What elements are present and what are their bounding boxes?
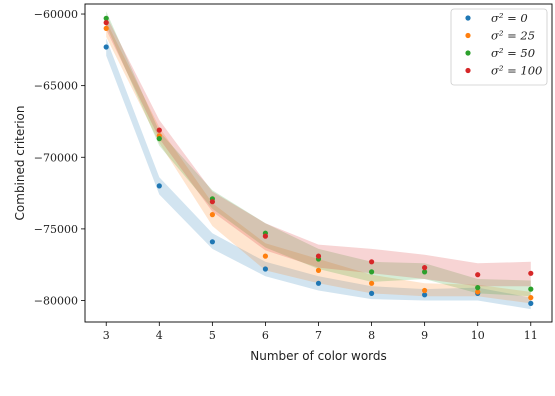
point-series-2-x4 <box>156 136 162 142</box>
y-axis-ticks: −60000 −65000 −70000 −75000 −80000 <box>34 8 85 308</box>
point-series-1-x10 <box>475 289 481 295</box>
point-series-1-x3 <box>103 25 109 31</box>
point-series-1-x5 <box>209 212 215 218</box>
legend-marker-3 <box>465 67 471 74</box>
point-series-3-x9 <box>422 265 428 271</box>
point-series-3-x7 <box>315 253 322 259</box>
x-tick-label: 3 <box>103 329 110 342</box>
point-series-0-x7 <box>315 280 322 286</box>
legend-label-1: σ² = 25 <box>491 29 535 43</box>
legend-box <box>450 8 548 86</box>
point-series-0-x8 <box>369 290 375 296</box>
x-tick-label: 10 <box>471 329 485 342</box>
point-series-1-x6 <box>262 253 268 259</box>
point-series-3-x11 <box>528 270 534 276</box>
data-points <box>103 15 534 306</box>
point-series-2-x9 <box>422 269 428 275</box>
x-tick-label: 4 <box>156 329 163 342</box>
x-axis-label: Number of color words <box>250 349 387 363</box>
point-series-1-x9 <box>422 287 428 294</box>
point-series-3-x10 <box>475 272 481 278</box>
legend-label-2: σ² = 50 <box>491 46 535 60</box>
legend: σ² = 0 σ² = 25 σ² = 50 σ² = 100 <box>450 8 548 86</box>
x-tick-label: 11 <box>524 329 538 342</box>
point-series-3-x3 <box>103 20 109 26</box>
y-tick-label: −65000 <box>34 80 78 93</box>
point-series-3-x6 <box>262 233 268 239</box>
point-series-3-x8 <box>369 259 375 265</box>
point-series-0-x6 <box>262 266 268 272</box>
x-tick-label: 5 <box>209 329 216 342</box>
legend-label-0: σ² = 0 <box>491 11 528 25</box>
point-series-1-x11 <box>528 295 534 301</box>
x-tick-label: 7 <box>315 329 322 342</box>
y-axis-label: Combined criterion <box>13 106 27 221</box>
y-tick-label: −60000 <box>34 8 78 21</box>
point-series-2-x8 <box>369 269 375 275</box>
point-series-2-x11 <box>528 286 534 292</box>
legend-marker-0 <box>465 15 471 21</box>
point-series-0-x11 <box>528 300 534 306</box>
x-tick-label: 8 <box>368 329 375 342</box>
point-series-3-x5 <box>209 199 215 205</box>
x-tick-label: 6 <box>262 329 269 342</box>
y-tick-label: −75000 <box>34 223 78 236</box>
point-series-0-x3 <box>103 44 109 50</box>
legend-label-3: σ² = 100 <box>491 64 542 78</box>
x-axis-ticks: 3 4 5 6 7 8 9 10 11 <box>103 322 538 342</box>
point-series-0-x9 <box>422 292 428 298</box>
point-series-2-x3 <box>103 15 109 21</box>
legend-marker-2 <box>465 50 471 56</box>
point-series-1-x8 <box>369 280 375 286</box>
x-tick-label: 9 <box>421 329 428 342</box>
y-tick-label: −80000 <box>34 295 78 308</box>
point-series-0-x4 <box>156 183 162 189</box>
point-series-0-x5 <box>209 239 215 245</box>
point-series-2-x10 <box>475 285 481 291</box>
y-tick-label: −70000 <box>34 151 78 164</box>
point-series-3-x4 <box>156 127 162 133</box>
point-series-1-x7 <box>315 267 322 273</box>
legend-marker-1 <box>465 32 471 39</box>
